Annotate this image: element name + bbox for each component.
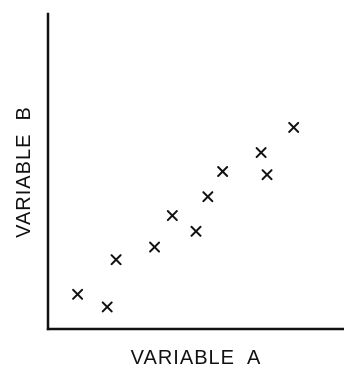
- x-axis-label: VARIABLE A: [131, 347, 262, 369]
- y-axis-label: VARIABLE B: [13, 106, 35, 238]
- data-point: [261, 169, 273, 181]
- data-point: [149, 241, 161, 253]
- data-point: [217, 166, 229, 177]
- data-point: [255, 147, 267, 159]
- data-point: [110, 254, 122, 266]
- data-point: [72, 288, 84, 300]
- data-point: [288, 121, 300, 133]
- x-marker-stroke: [288, 121, 300, 133]
- x-marker-stroke: [202, 191, 214, 203]
- axes: [46, 12, 344, 331]
- data-point: [190, 225, 202, 237]
- x-marker-stroke: [261, 169, 273, 181]
- x-marker-stroke: [190, 225, 202, 237]
- x-marker-stroke: [217, 166, 229, 177]
- data-point: [166, 210, 178, 222]
- x-marker-stroke: [110, 254, 122, 266]
- data-point: [202, 191, 214, 203]
- x-marker-stroke: [149, 241, 161, 253]
- x-marker-stroke: [72, 288, 84, 300]
- x-marker-stroke: [101, 301, 113, 313]
- data-points: [72, 121, 300, 313]
- x-marker-stroke: [166, 210, 178, 222]
- data-point: [101, 301, 113, 313]
- x-marker-stroke: [255, 147, 267, 159]
